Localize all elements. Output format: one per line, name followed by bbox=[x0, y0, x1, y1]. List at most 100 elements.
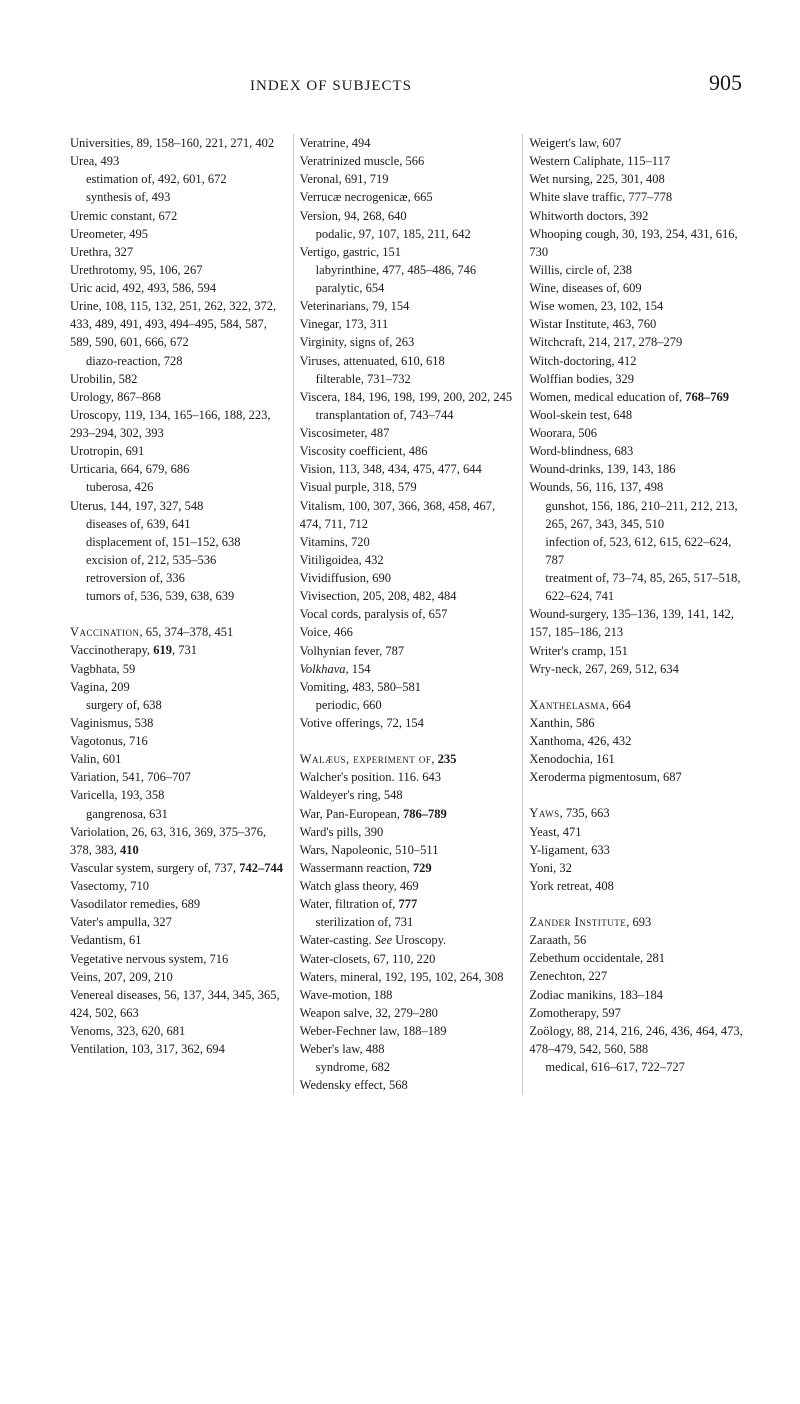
index-entry: Vasodilator remedies, 689 bbox=[70, 895, 287, 913]
index-subentry: gangrenosa, 631 bbox=[70, 805, 287, 823]
index-entry: Wolffian bodies, 329 bbox=[529, 370, 746, 388]
index-entry: Vomiting, 483, 580–581 bbox=[300, 678, 517, 696]
page-number: 905 bbox=[709, 70, 742, 96]
index-subentry: labyrinthine, 477, 485–486, 746 bbox=[300, 261, 517, 279]
index-entry: Uric acid, 492, 493, 586, 594 bbox=[70, 279, 287, 297]
index-entry: Vagina, 209 bbox=[70, 678, 287, 696]
index-entry: Water-closets, 67, 110, 220 bbox=[300, 950, 517, 968]
index-entry: Vertigo, gastric, 151 bbox=[300, 243, 517, 261]
index-subentry: tumors of, 536, 539, 638, 639 bbox=[70, 587, 287, 605]
index-entry: Urobilin, 582 bbox=[70, 370, 287, 388]
index-entry: Vegetative nervous system, 716 bbox=[70, 950, 287, 968]
index-columns: Universities, 89, 158–160, 221, 271, 402… bbox=[70, 134, 752, 1095]
index-entry: Vagotonus, 716 bbox=[70, 732, 287, 750]
index-entry: Water-casting. See Uroscopy. bbox=[300, 931, 517, 949]
column-2: Veratrine, 494Veratrinized muscle, 566Ve… bbox=[294, 134, 524, 1095]
index-entry: Vater's ampulla, 327 bbox=[70, 913, 287, 931]
index-entry: Wry-neck, 267, 269, 512, 634 bbox=[529, 660, 746, 678]
index-subentry: estimation of, 492, 601, 672 bbox=[70, 170, 287, 188]
index-entry: Urology, 867–868 bbox=[70, 388, 287, 406]
index-entry: Volkhava, 154 bbox=[300, 660, 517, 678]
index-entry: Volhynian fever, 787 bbox=[300, 642, 517, 660]
index-entry: Ventilation, 103, 317, 362, 694 bbox=[70, 1040, 287, 1058]
index-entry: Vagbhata, 59 bbox=[70, 660, 287, 678]
index-entry: Variolation, 26, 63, 316, 369, 375–376, … bbox=[70, 823, 287, 859]
index-entry: Wars, Napoleonic, 510–511 bbox=[300, 841, 517, 859]
index-entry: Viscosity coefficient, 486 bbox=[300, 442, 517, 460]
index-entry: Vedantism, 61 bbox=[70, 931, 287, 949]
index-subentry: surgery of, 638 bbox=[70, 696, 287, 714]
index-entry: Weapon salve, 32, 279–280 bbox=[300, 1004, 517, 1022]
index-entry: Votive offerings, 72, 154 bbox=[300, 714, 517, 732]
index-entry: Y-ligament, 633 bbox=[529, 841, 746, 859]
index-subentry: tuberosa, 426 bbox=[70, 478, 287, 496]
index-entry: Whitworth doctors, 392 bbox=[529, 207, 746, 225]
index-entry: Venereal diseases, 56, 137, 344, 345, 36… bbox=[70, 986, 287, 1022]
page-header: INDEX OF SUBJECTS 905 bbox=[70, 70, 752, 96]
index-entry: Xanthelasma, 664 bbox=[529, 696, 746, 714]
index-entry: Weigert's law, 607 bbox=[529, 134, 746, 152]
index-entry: Valin, 601 bbox=[70, 750, 287, 768]
index-entry: Zander Institute, 693 bbox=[529, 913, 746, 931]
index-entry: Witch-doctoring, 412 bbox=[529, 352, 746, 370]
index-entry: Urethra, 327 bbox=[70, 243, 287, 261]
column-1: Universities, 89, 158–160, 221, 271, 402… bbox=[70, 134, 294, 1095]
index-entry: Virginity, signs of, 263 bbox=[300, 333, 517, 351]
index-entry: Woorara, 506 bbox=[529, 424, 746, 442]
index-entry: Version, 94, 268, 640 bbox=[300, 207, 517, 225]
index-entry: Visual purple, 318, 579 bbox=[300, 478, 517, 496]
index-entry: Zomotherapy, 597 bbox=[529, 1004, 746, 1022]
index-entry: Zoölogy, 88, 214, 216, 246, 436, 464, 47… bbox=[529, 1022, 746, 1058]
index-entry: Vinegar, 173, 311 bbox=[300, 315, 517, 333]
column-3: Weigert's law, 607Western Caliphate, 115… bbox=[523, 134, 752, 1095]
index-entry: Zebethum occidentale, 281 bbox=[529, 949, 746, 967]
index-entry: Wave-motion, 188 bbox=[300, 986, 517, 1004]
index-entry: Veratrinized muscle, 566 bbox=[300, 152, 517, 170]
index-entry: Walcher's position. 116. 643 bbox=[300, 768, 517, 786]
index-subentry: diazo-reaction, 728 bbox=[70, 352, 287, 370]
index-entry: Zenechton, 227 bbox=[529, 967, 746, 985]
index-entry: Urine, 108, 115, 132, 251, 262, 322, 372… bbox=[70, 297, 287, 351]
index-entry: Varicella, 193, 358 bbox=[70, 786, 287, 804]
index-entry: Urea, 493 bbox=[70, 152, 287, 170]
index-entry: Vitalism, 100, 307, 366, 368, 458, 467, … bbox=[300, 497, 517, 533]
index-entry: Veins, 207, 209, 210 bbox=[70, 968, 287, 986]
index-entry: Western Caliphate, 115–117 bbox=[529, 152, 746, 170]
index-entry: Wounds, 56, 116, 137, 498 bbox=[529, 478, 746, 496]
index-entry: Voice, 466 bbox=[300, 623, 517, 641]
index-subentry: filterable, 731–732 bbox=[300, 370, 517, 388]
index-entry: Viscera, 184, 196, 198, 199, 200, 202, 2… bbox=[300, 388, 517, 406]
index-entry: Vaginismus, 538 bbox=[70, 714, 287, 732]
index-entry: York retreat, 408 bbox=[529, 877, 746, 895]
index-entry: Uremic constant, 672 bbox=[70, 207, 287, 225]
index-entry: Yoni, 32 bbox=[529, 859, 746, 877]
index-entry: Venoms, 323, 620, 681 bbox=[70, 1022, 287, 1040]
index-entry: Vaccination, 65, 374–378, 451 bbox=[70, 623, 287, 641]
index-entry: Veronal, 691, 719 bbox=[300, 170, 517, 188]
index-entry: White slave traffic, 777–778 bbox=[529, 188, 746, 206]
index-entry: Viruses, attenuated, 610, 618 bbox=[300, 352, 517, 370]
index-entry: Wool-skein test, 648 bbox=[529, 406, 746, 424]
index-entry: Veterinarians, 79, 154 bbox=[300, 297, 517, 315]
index-entry: War, Pan-European, 786–789 bbox=[300, 805, 517, 823]
index-subentry: excision of, 212, 535–536 bbox=[70, 551, 287, 569]
section-gap bbox=[70, 605, 287, 623]
index-subentry: transplantation of, 743–744 bbox=[300, 406, 517, 424]
index-entry: Weber's law, 488 bbox=[300, 1040, 517, 1058]
index-subentry: syndrome, 682 bbox=[300, 1058, 517, 1076]
index-entry: Viscosimeter, 487 bbox=[300, 424, 517, 442]
index-entry: Urticaria, 664, 679, 686 bbox=[70, 460, 287, 478]
index-subentry: sterilization of, 731 bbox=[300, 913, 517, 931]
index-entry: Whooping cough, 30, 193, 254, 431, 616, … bbox=[529, 225, 746, 261]
index-subentry: gunshot, 156, 186, 210–211, 212, 213, 26… bbox=[529, 497, 746, 533]
page-container: INDEX OF SUBJECTS 905 Universities, 89, … bbox=[0, 0, 800, 1145]
index-entry: Waters, mineral, 192, 195, 102, 264, 308 bbox=[300, 968, 517, 986]
index-entry: Vitamins, 720 bbox=[300, 533, 517, 551]
index-entry: Willis, circle of, 238 bbox=[529, 261, 746, 279]
index-entry: Weber-Fechner law, 188–189 bbox=[300, 1022, 517, 1040]
index-entry: Yeast, 471 bbox=[529, 823, 746, 841]
index-entry: Vitiligoidea, 432 bbox=[300, 551, 517, 569]
section-gap bbox=[300, 732, 517, 750]
index-subentry: podalic, 97, 107, 185, 211, 642 bbox=[300, 225, 517, 243]
section-gap bbox=[529, 678, 746, 696]
